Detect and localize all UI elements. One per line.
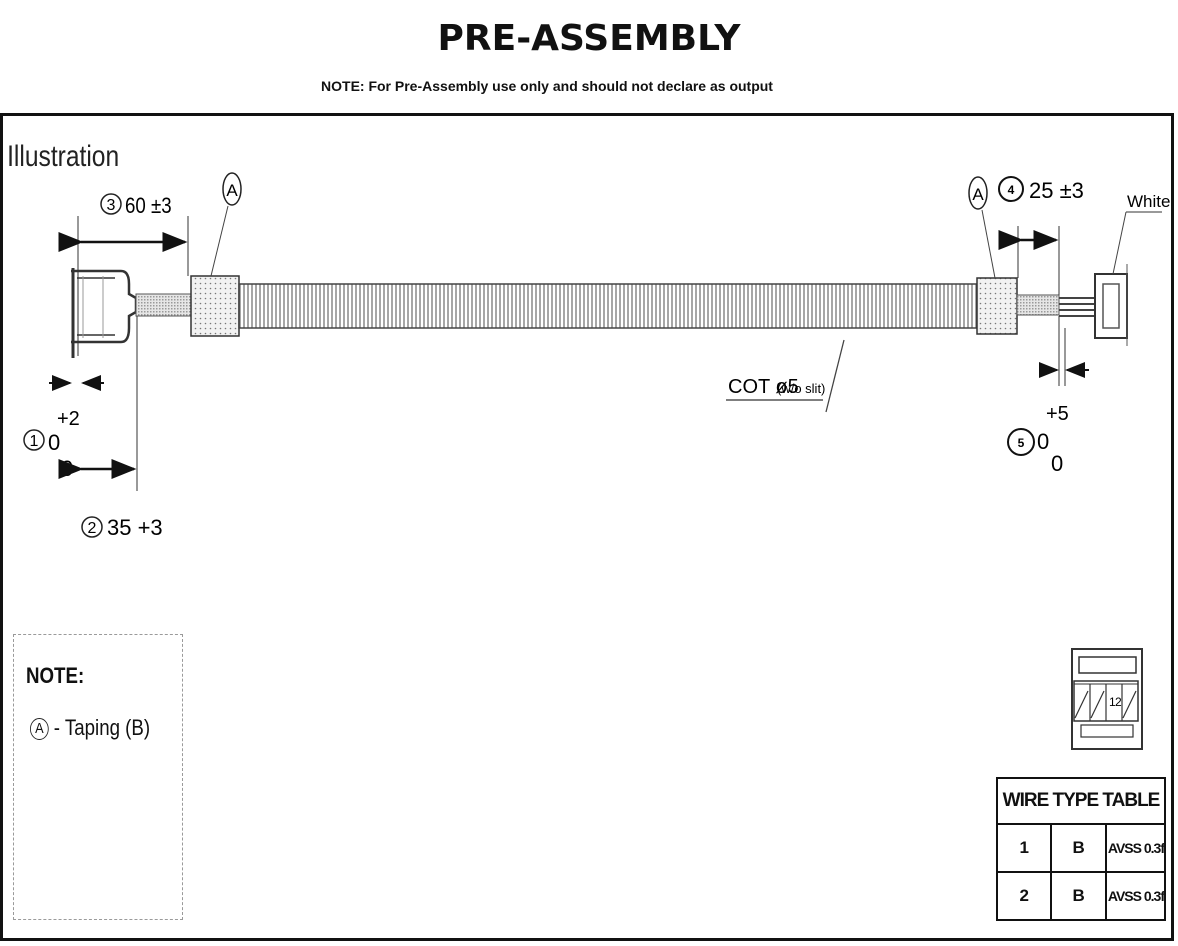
table-row: 1 B AVSS 0.3f [995,823,1167,873]
page-note: NOTE: For Pre-Assembly use only and shou… [321,78,773,94]
connector-color-group: White [1112,192,1170,275]
note-item: A- Taping (B) [30,715,150,741]
callout-2-value: 35 +3 [107,515,163,540]
corrugated-tube [238,283,978,329]
callout-4-number: 4 [1008,183,1015,197]
right-connector [1094,264,1128,346]
note-marker: A [30,718,49,741]
wire-no: 1 [995,823,1053,873]
tube-label-group: COT ø5 (w/o slit) [726,339,845,413]
drawing-frame: Illustration [0,113,1174,941]
callout-2-number: 2 [88,520,97,537]
dimension-1: 1 0 +2 0 [23,375,104,481]
callout-1-base: 0 [48,430,60,455]
callout-1-number: 1 [30,433,39,450]
callout-3-number: 3 [107,197,116,214]
note-box: NOTE: A- Taping (B) [13,634,183,920]
right-taping-marker: A [968,176,996,279]
callout-1-upper: +2 [57,408,80,430]
left-terminal [71,268,138,358]
right-taping [976,277,1018,335]
wire-color: B [1050,871,1107,921]
wire-spec: AVSS 0.3f [1104,823,1167,873]
note-title: NOTE: [26,663,85,688]
wire-color: B [1050,823,1107,873]
note-item-text: - Taping (B) [53,715,151,740]
right-wires [1059,297,1097,317]
connector-color-label: White [1127,192,1170,211]
connector-pin-1: 1 [1109,695,1116,709]
tube-label: COT ø5 [728,376,799,398]
wire-type-table: WIRE TYPE TABLE 1 B AVSS 0.3f 2 B AVSS 0… [995,777,1167,921]
left-taping-marker: A [210,172,242,277]
callout-5-upper: +5 [1046,403,1069,425]
table-row: 2 B AVSS 0.3f [995,871,1167,921]
callout-5-number: 5 [1018,436,1025,450]
callout-4-value: 25 ±3 [1029,178,1084,203]
dimension-2: 2 35 +3 [58,316,163,540]
dimension-3: 3 60 ±3 [58,193,189,356]
left-marker-letter: A [226,181,238,200]
callout-1-lower: 0 [61,456,73,481]
harness-drawing: Illustration [7,139,1170,750]
illustration-label: Illustration [7,139,119,173]
connector-pin-2: 2 [1115,695,1122,709]
wire-no: 2 [995,871,1053,921]
right-marker-letter: A [972,185,984,204]
page-title: PRE-ASSEMBLY [437,18,741,59]
wire-table-title: WIRE TYPE TABLE [996,777,1166,825]
callout-5-base: 0 [1037,429,1049,454]
connector-face-view: 1 2 [1071,648,1143,750]
callout-5-lower: 0 [1051,451,1063,476]
tube-label-suffix: (w/o slit) [777,381,825,396]
dimension-4: 4 25 ±3 [998,176,1084,295]
left-taping [190,275,240,337]
left-wire-strip [135,293,192,317]
callout-3-value: 60 ±3 [125,195,172,219]
right-wire-strip [1016,294,1060,316]
dimension-5: 5 0 +5 0 [1007,316,1089,476]
wire-spec: AVSS 0.3f [1104,871,1167,921]
